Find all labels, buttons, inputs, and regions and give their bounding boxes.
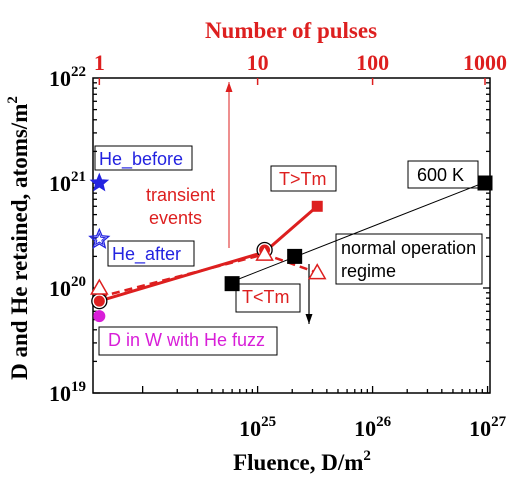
fit-line-600k [231, 180, 489, 283]
label-he-after: He_after [112, 244, 181, 265]
label-regime: regime [341, 261, 396, 281]
x-axis-title: Fluence, D/m2 [233, 448, 371, 475]
label-events: events [149, 208, 202, 228]
text-layer: 1025 1026 1027 1019 1020 1021 1022 1 10 100 1000 Fl… [5, 18, 507, 475]
label-600k: 600 K [417, 165, 464, 185]
top-tick-label: 1 [94, 50, 105, 75]
x-tick-label: 1025 [239, 414, 276, 441]
y-tick-label: 1019 [49, 379, 86, 406]
arrows-layer [225, 82, 313, 324]
top-tick-label: 100 [356, 50, 389, 75]
label-normal-operation-box [335, 233, 483, 285]
marker-triangle [255, 244, 274, 261]
label-transient: transient [146, 185, 215, 205]
y-tick-label: 1022 [49, 64, 86, 91]
marker-circle [93, 295, 105, 307]
marker-star-open-inner [92, 232, 107, 246]
marker-triangle [90, 278, 109, 295]
x-tick-label: 1027 [469, 414, 507, 441]
label-he-after-box [107, 240, 195, 267]
transient-arrow-head [225, 82, 233, 92]
top-axis-title: Number of pulses [205, 18, 377, 43]
top-tick-label: 10 [247, 50, 269, 75]
label-he-before-box [94, 145, 193, 171]
label-fuzz-box [98, 326, 278, 356]
label-t-above-tm: T>Tm [279, 169, 327, 189]
y-tick-label: 1021 [49, 169, 86, 196]
label-600k-box [407, 160, 479, 189]
y-axis-title: D and He retained, atoms/m2 [5, 96, 32, 380]
label-t-above-tm-box [270, 165, 337, 192]
marker-square [477, 175, 493, 191]
marker-star [89, 172, 110, 192]
label-t-below-tm: T<Tm [242, 287, 290, 307]
label-normal-operation: normal operation [341, 238, 476, 258]
y-tick-label: 1020 [49, 274, 86, 301]
marker-square [224, 276, 240, 292]
top-tick-label: 1000 [463, 50, 507, 75]
label-fuzz: D in W with He fuzz [108, 330, 265, 350]
marker-square [311, 200, 323, 212]
marker-triangle [307, 263, 327, 280]
normal-regime-arrow-head [305, 314, 313, 324]
x-tick-label: 1026 [354, 414, 392, 441]
markers-layer [88, 172, 493, 323]
marker-star-open [88, 227, 111, 249]
annotation-boxes-layer [94, 145, 483, 356]
label-t-below-tm-box [235, 283, 301, 313]
marker-circle [93, 310, 106, 323]
label-he-before: He_before [99, 149, 183, 170]
marker-square [287, 248, 303, 264]
